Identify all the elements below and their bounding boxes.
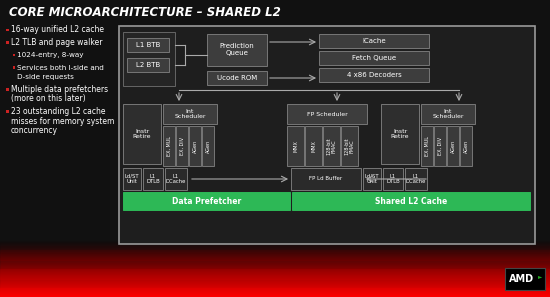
Text: AGen: AGen xyxy=(450,139,455,153)
Text: EX, DIV: EX, DIV xyxy=(179,137,184,155)
Text: 128-bit
FMAC: 128-bit FMAC xyxy=(344,137,355,155)
Text: 16-way unified L2 cache: 16-way unified L2 cache xyxy=(11,26,104,34)
Text: Instr
Retire: Instr Retire xyxy=(390,129,409,139)
Bar xyxy=(319,34,429,48)
Bar xyxy=(207,71,267,85)
Text: misses for memory system: misses for memory system xyxy=(11,116,114,126)
Bar xyxy=(123,168,141,190)
Bar xyxy=(127,38,169,52)
Bar xyxy=(421,126,433,166)
Bar xyxy=(123,32,175,86)
Text: 4 x86 Decoders: 4 x86 Decoders xyxy=(346,72,402,78)
Bar xyxy=(6,29,9,31)
Bar xyxy=(123,192,290,210)
Bar xyxy=(6,110,9,113)
Text: Ucode ROM: Ucode ROM xyxy=(217,75,257,81)
Text: concurrency: concurrency xyxy=(11,126,58,135)
Text: Instr
Retire: Instr Retire xyxy=(133,129,151,139)
Text: AGen: AGen xyxy=(206,139,211,153)
Text: 23 outstanding L2 cache: 23 outstanding L2 cache xyxy=(11,107,105,116)
Text: L1
DCache: L1 DCache xyxy=(166,174,186,184)
Bar xyxy=(292,192,530,210)
Text: L1
DCache: L1 DCache xyxy=(406,174,426,184)
Bar xyxy=(6,41,9,44)
Text: Services both I-side and: Services both I-side and xyxy=(17,64,104,70)
Text: CORE MICROARCHITECTURE – SHARED L2: CORE MICROARCHITECTURE – SHARED L2 xyxy=(9,6,280,18)
Text: ►: ► xyxy=(538,274,542,279)
Bar xyxy=(163,126,175,166)
Bar xyxy=(119,26,535,244)
Bar xyxy=(6,88,9,91)
Text: AMD: AMD xyxy=(509,274,535,284)
Bar xyxy=(207,34,267,66)
Text: ICache: ICache xyxy=(362,38,386,44)
Text: L2 BTB: L2 BTB xyxy=(136,62,160,68)
Bar xyxy=(127,58,169,72)
Bar xyxy=(163,104,217,124)
Text: L1
DTLB: L1 DTLB xyxy=(146,174,160,184)
Text: Int
Scheduler: Int Scheduler xyxy=(174,109,206,119)
Bar xyxy=(363,168,381,190)
Text: EX, MUL: EX, MUL xyxy=(167,136,172,156)
Text: D-side requests: D-side requests xyxy=(17,74,74,80)
Bar xyxy=(287,126,304,166)
Text: MMX: MMX xyxy=(293,140,298,152)
Text: FP Ld Buffer: FP Ld Buffer xyxy=(310,176,343,181)
Text: Ld/ST
Unit: Ld/ST Unit xyxy=(365,174,380,184)
Bar xyxy=(13,67,15,69)
Text: MMX: MMX xyxy=(311,140,316,152)
Bar xyxy=(447,126,459,166)
Text: L2 TLB and page walker: L2 TLB and page walker xyxy=(11,38,102,47)
Bar xyxy=(189,126,201,166)
Bar xyxy=(381,104,419,164)
Bar xyxy=(421,104,475,124)
Bar xyxy=(13,54,15,56)
Text: Shared L2 Cache: Shared L2 Cache xyxy=(375,197,447,206)
Text: Int
Scheduler: Int Scheduler xyxy=(432,109,464,119)
Text: Prediction
Queue: Prediction Queue xyxy=(219,43,254,56)
Text: Ld/ST
Unit: Ld/ST Unit xyxy=(125,174,139,184)
Bar xyxy=(287,104,367,124)
Text: AGen: AGen xyxy=(192,139,197,153)
Bar xyxy=(143,168,163,190)
Bar xyxy=(319,51,429,65)
Bar xyxy=(405,168,427,190)
Text: L1 BTB: L1 BTB xyxy=(136,42,160,48)
Bar xyxy=(505,268,545,290)
Text: 1024-entry, 8-way: 1024-entry, 8-way xyxy=(17,52,84,58)
Bar xyxy=(176,126,188,166)
Bar xyxy=(291,168,361,190)
Bar xyxy=(123,104,161,164)
Bar xyxy=(323,126,340,166)
Text: Data Prefetcher: Data Prefetcher xyxy=(172,197,241,206)
Text: FP Scheduler: FP Scheduler xyxy=(307,111,348,116)
Bar xyxy=(460,126,472,166)
Text: EX, DIV: EX, DIV xyxy=(437,137,443,155)
Text: (more on this later): (more on this later) xyxy=(11,94,85,103)
Text: EX, MUL: EX, MUL xyxy=(425,136,430,156)
Text: L1
DTLB: L1 DTLB xyxy=(386,174,400,184)
Bar xyxy=(305,126,322,166)
Bar xyxy=(383,168,403,190)
Text: Fetch Queue: Fetch Queue xyxy=(352,55,396,61)
Bar xyxy=(202,126,214,166)
Bar xyxy=(319,68,429,82)
Bar xyxy=(341,126,358,166)
Bar xyxy=(165,168,187,190)
Text: AGen: AGen xyxy=(464,139,469,153)
Bar xyxy=(434,126,446,166)
Text: 128-bit
FMAC: 128-bit FMAC xyxy=(326,137,337,155)
Text: Multiple data prefetchers: Multiple data prefetchers xyxy=(11,85,108,94)
